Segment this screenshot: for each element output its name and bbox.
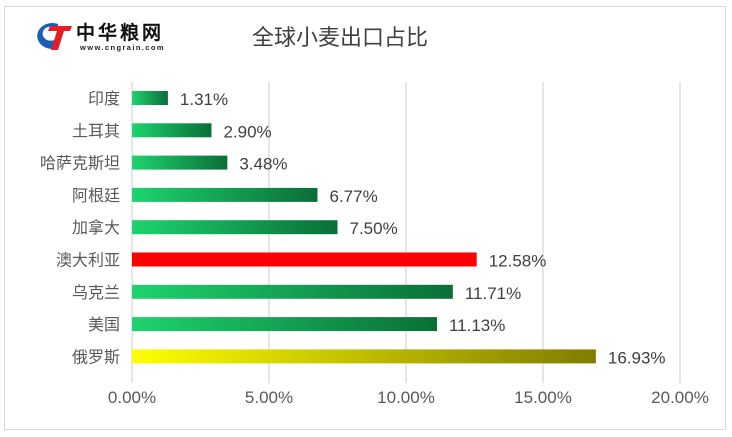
data-label: 3.48% [239, 155, 287, 174]
x-tick-label: 20.00% [651, 388, 709, 407]
chart-frame [4, 6, 726, 430]
bar-印度 [132, 91, 168, 105]
bar-澳大利亚 [132, 252, 477, 267]
x-tick-label: 10.00% [377, 388, 435, 407]
category-label: 乌克兰 [72, 283, 120, 302]
x-tick-label: 5.00% [245, 388, 293, 407]
bar-哈萨克斯坦 [132, 155, 228, 170]
logo-name: 中华粮网 [76, 22, 165, 44]
category-label: 美国 [88, 315, 120, 334]
x-tick-label: 15.00% [514, 388, 572, 407]
data-label: 16.93% [608, 348, 666, 367]
category-label: 土耳其 [72, 121, 120, 140]
data-label: 12.58% [489, 252, 547, 271]
logo-icon [37, 23, 72, 50]
x-tick-label: 0.00% [108, 388, 156, 407]
category-label: 印度 [88, 89, 120, 108]
chart-title: 全球小麦出口占比 [252, 26, 429, 51]
category-label: 加拿大 [72, 218, 120, 237]
bar-乌克兰 [132, 284, 453, 299]
data-label: 2.90% [223, 122, 271, 141]
category-label: 澳大利亚 [56, 251, 120, 270]
category-label: 阿根廷 [72, 186, 120, 205]
data-label: 7.50% [350, 219, 398, 238]
bar-加拿大 [132, 220, 338, 235]
bar-土耳其 [132, 123, 212, 138]
bar-阿根廷 [132, 187, 318, 202]
logo-url: www.cngrain.com [80, 43, 165, 52]
data-label: 11.13% [449, 316, 505, 335]
logo: 中华粮网 www.cngrain.com [28, 18, 198, 52]
data-label: 6.77% [329, 187, 377, 206]
category-label: 俄罗斯 [72, 347, 120, 366]
data-label: 11.71% [465, 284, 521, 303]
bar-美国 [132, 317, 437, 332]
data-label: 1.31% [180, 90, 228, 109]
category-label: 哈萨克斯坦 [40, 154, 120, 173]
bar-俄罗斯 [132, 349, 596, 364]
